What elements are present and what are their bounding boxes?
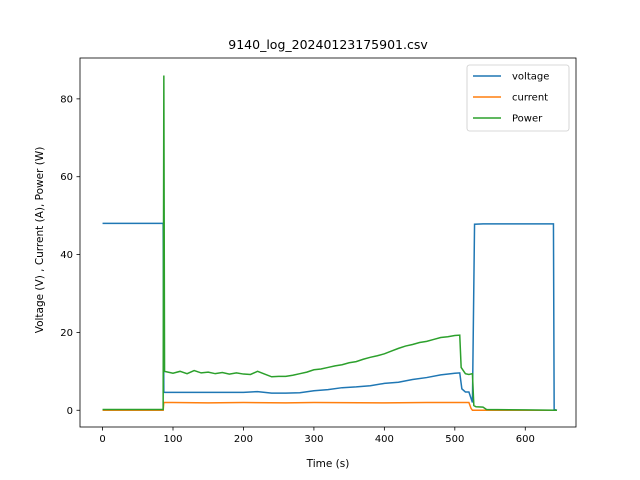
y-tick-label: 40 — [60, 250, 73, 261]
y-tick-label: 60 — [60, 172, 73, 183]
y-tick-label: 80 — [60, 94, 73, 105]
legend-label-0: voltage — [512, 72, 549, 83]
legend-label-1: current — [512, 93, 548, 104]
y-axis: 0 20 40 60 80 — [60, 94, 80, 417]
legend: voltage current Power — [466, 64, 570, 132]
x-tick-label: 200 — [234, 434, 253, 445]
x-tick-label: 300 — [304, 434, 323, 445]
x-axis: 0 100 200 300 400 500 600 — [99, 427, 535, 445]
series-line-0 — [102, 222, 558, 411]
x-axis-label: Time (s) — [306, 458, 350, 470]
series-line-2 — [102, 75, 557, 412]
chart-title: 9140_log_20240123175901.csv — [228, 37, 428, 52]
plot-area — [79, 57, 577, 428]
y-tick-label: 0 — [67, 406, 73, 417]
x-tick-label: 0 — [99, 434, 105, 445]
x-tick-label: 600 — [516, 434, 535, 445]
plot-frame — [79, 57, 577, 428]
x-tick-label: 500 — [445, 434, 464, 445]
y-tick-label: 20 — [60, 328, 73, 339]
x-tick-label: 400 — [375, 434, 394, 445]
y-axis-label: Voltage (V) , Current (A), Power (W) — [34, 147, 46, 334]
legend-label-2: Power — [512, 114, 543, 125]
legend-box — [466, 64, 570, 132]
series-line-1 — [102, 401, 557, 412]
x-tick-label: 100 — [163, 434, 182, 445]
